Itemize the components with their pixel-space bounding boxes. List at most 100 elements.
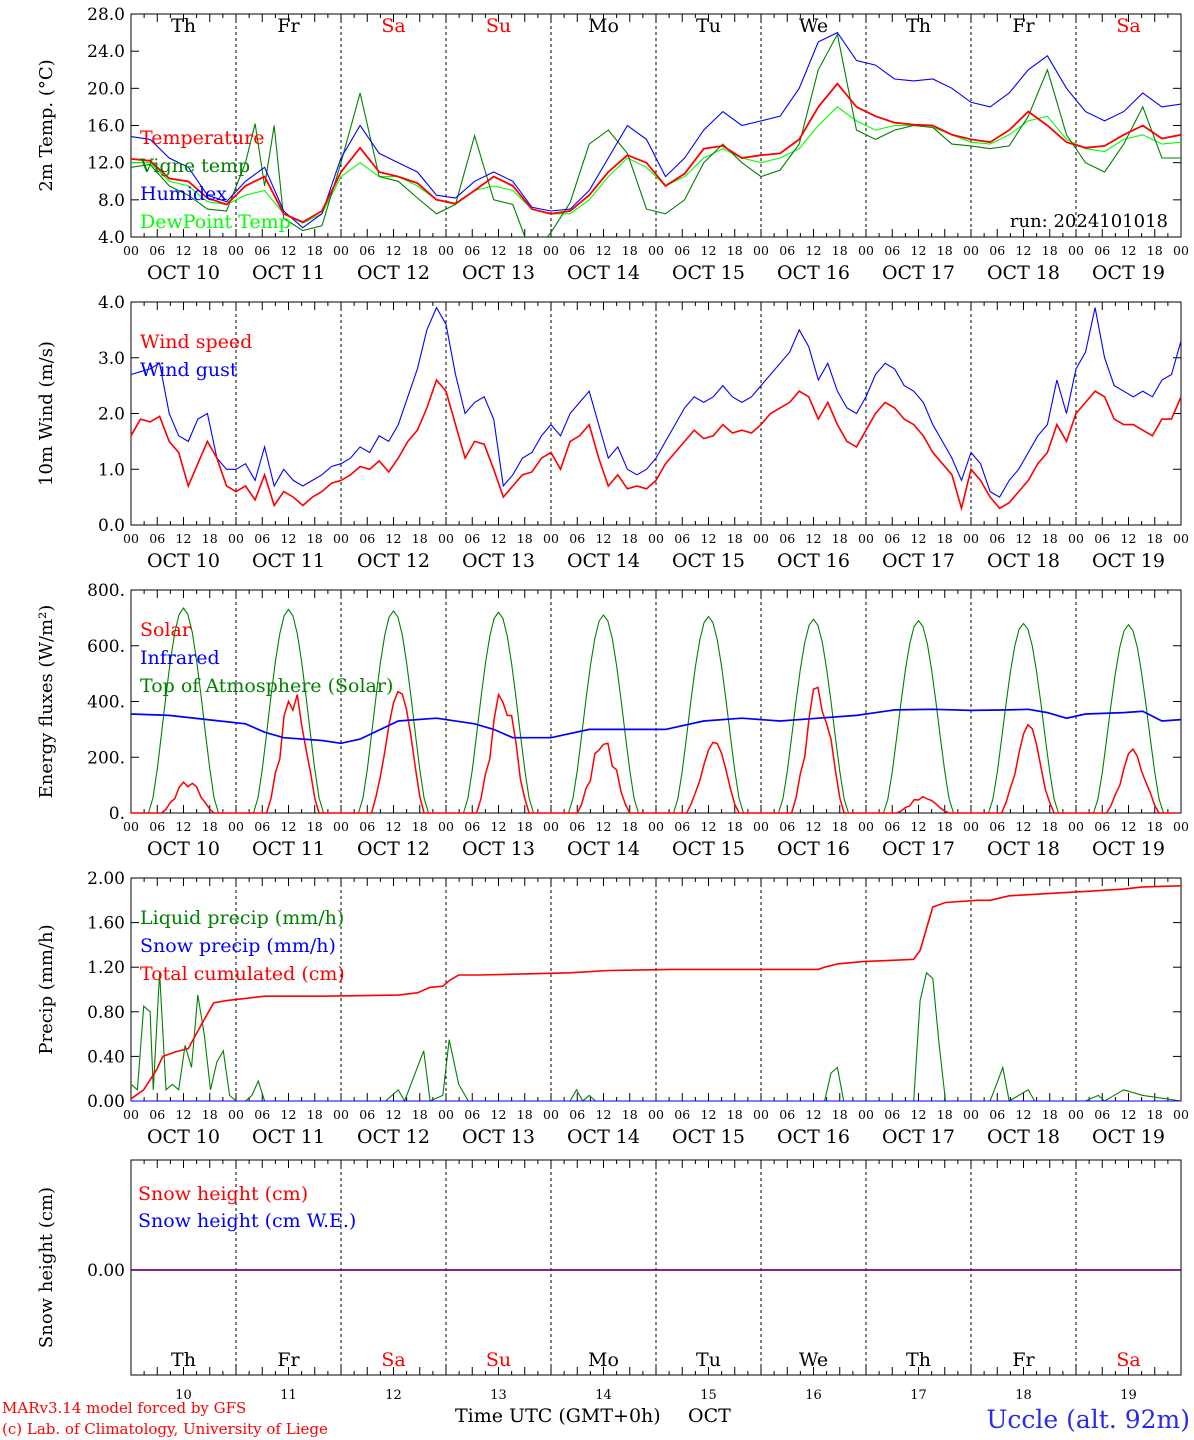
precip-hour-label: 12 (701, 1107, 717, 1122)
temp-hour-label: 12 (806, 243, 822, 258)
wind-hour-label: 18 (727, 531, 743, 546)
flux-hour-label: 18 (307, 819, 323, 834)
flux-date-label: OCT 14 (567, 838, 640, 860)
panel-snow: 0.00 Snow height (cm) Snow height (cm) Snow… (36, 1159, 1182, 1403)
wind-y-tick-label: 1.0 (98, 460, 125, 480)
snow-y-axis-label: Snow height (cm) (36, 1187, 57, 1348)
flux-hour-label: 00 (438, 819, 454, 834)
temp-date-label: OCT 16 (777, 262, 850, 284)
precip-hour-label: 18 (622, 1107, 638, 1122)
station-name: Uccle (alt. 92m) (986, 1405, 1190, 1434)
precip-date-label: OCT 11 (252, 1126, 325, 1148)
day-number-label: 15 (700, 1388, 717, 1403)
wind-hour-label: 06 (569, 531, 585, 546)
temp-hour-label: 06 (884, 243, 900, 258)
precip-legend-entry: Snow precip (mm/h) (140, 935, 336, 957)
flux-legend-entry: Infrared (140, 647, 220, 669)
wind-hour-label: 12 (1016, 531, 1032, 546)
precip-date-label: OCT 17 (882, 1126, 955, 1148)
flux-hour-label: 12 (1121, 819, 1137, 834)
precip-date-label: OCT 14 (567, 1126, 640, 1148)
precip-hour-label: 06 (254, 1107, 270, 1122)
temp-legend-entry: Temperature (140, 127, 264, 149)
precip-hour-label: 18 (1147, 1107, 1163, 1122)
model-credit: MARv3.14 model forced by GFS (2, 1399, 246, 1417)
precip-hour-label: 06 (674, 1107, 690, 1122)
precip-hour-label: 06 (779, 1107, 795, 1122)
temp-y-tick-label: 24.0 (87, 42, 125, 62)
wind-hour-label: 00 (543, 531, 559, 546)
day-label-bottom: Fr (1012, 1349, 1035, 1371)
wind-speed-line (130, 378, 1182, 512)
day-label-bottom: Th (906, 1349, 931, 1371)
temp-hour-label: 12 (491, 243, 507, 258)
day-number-label: 12 (385, 1388, 402, 1403)
flux-hour-label: 12 (386, 819, 402, 834)
flux-hour-label: 06 (254, 819, 270, 834)
precip-hour-label: 06 (359, 1107, 375, 1122)
flux-hour-label: 06 (569, 819, 585, 834)
wind-hour-label: 06 (1094, 531, 1110, 546)
temp-date-label: OCT 11 (252, 262, 325, 284)
day-number-label: 18 (1015, 1388, 1032, 1403)
temp-date-label: OCT 12 (357, 262, 430, 284)
temp-hour-label: 12 (911, 243, 927, 258)
precip-hour-label: 00 (543, 1107, 559, 1122)
day-label-top: Fr (1012, 15, 1035, 37)
flux-hour-label: 12 (701, 819, 717, 834)
panel-flux: 0. 200. 400. 600. 800. Energy fluxes (W/m²) So… (36, 581, 1189, 860)
flux-y-axis-label: Energy fluxes (W/m²) (36, 605, 57, 799)
flux-hour-label: 00 (963, 819, 979, 834)
day-number-label: 19 (1120, 1388, 1137, 1403)
precip-hour-label: 18 (832, 1107, 848, 1122)
flux-hour-label: 18 (1147, 819, 1163, 834)
flux-hour-label: 06 (464, 819, 480, 834)
temp-hour-label: 06 (1094, 243, 1110, 258)
temp-hour-label: 18 (307, 243, 323, 258)
temp-lines (131, 31, 1181, 237)
wind-date-label: OCT 15 (672, 550, 745, 572)
wind-hour-label: 00 (438, 531, 454, 546)
temp-date-label: OCT 17 (882, 262, 955, 284)
flux-hour-label: 00 (753, 819, 769, 834)
precip-date-label: OCT 13 (462, 1126, 535, 1148)
temp-hour-label: 00 (228, 243, 244, 258)
precip-hour-label: 00 (963, 1107, 979, 1122)
flux-date-label: OCT 16 (777, 838, 850, 860)
temp-hour-label: 12 (596, 243, 612, 258)
precip-hour-label: 18 (1042, 1107, 1058, 1122)
flux-hour-label: 18 (832, 819, 848, 834)
wind-frame (130, 301, 1182, 526)
day-label-bottom: Th (171, 1349, 196, 1371)
day-number-label: 17 (910, 1388, 927, 1403)
wind-date-label: OCT 16 (777, 550, 850, 572)
temp-hour-label: 18 (517, 243, 533, 258)
temp-hour-label: 06 (779, 243, 795, 258)
precip-hour-label: 00 (438, 1107, 454, 1122)
temp-series-3 (131, 106, 1181, 224)
flux-hour-label: 06 (989, 819, 1005, 834)
temp-series-2 (131, 31, 1181, 229)
wind-hour-label: 06 (674, 531, 690, 546)
precip-hour-label: 00 (753, 1107, 769, 1122)
precip-hour-label: 00 (1068, 1107, 1084, 1122)
wind-date-label: OCT 18 (987, 550, 1060, 572)
flux-hour-label: 18 (412, 819, 428, 834)
temp-y-tick-label: 12.0 (87, 154, 125, 174)
wind-hour-label: 00 (228, 531, 244, 546)
temp-hour-label: 06 (569, 243, 585, 258)
wind-date-label: OCT 14 (567, 550, 640, 572)
temp-hour-label: 18 (412, 243, 428, 258)
wind-hour-label: 18 (832, 531, 848, 546)
temp-hour-label: 12 (386, 243, 402, 258)
flux-hour-label: 00 (123, 819, 139, 834)
flux-legend-entry: Top of Atmosphere (Solar) (140, 675, 393, 697)
precip-y-tick-label: 0.80 (87, 1003, 125, 1023)
temp-hour-label: 12 (176, 243, 192, 258)
temp-date-label: OCT 14 (567, 262, 640, 284)
wind-hour-label: 18 (202, 531, 218, 546)
temp-hour-label: 18 (832, 243, 848, 258)
day-label-bottom: Sa (1116, 1349, 1140, 1371)
wind-hour-label: 06 (254, 531, 270, 546)
precip-date-label: OCT 12 (357, 1126, 430, 1148)
